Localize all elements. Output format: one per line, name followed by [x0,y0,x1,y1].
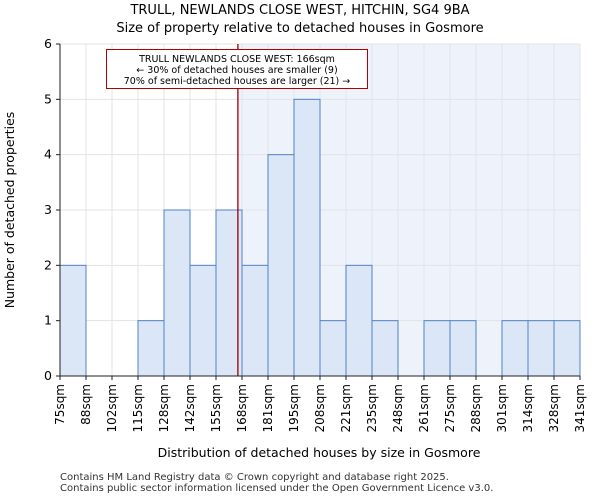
histogram-bar [371,320,399,377]
x-tick-label: 275sqm [443,384,457,432]
histogram-bar [449,320,477,377]
annotation-line-3: 70% of semi-detached houses are larger (… [123,76,351,87]
y-axis-label: Number of detached properties [2,112,17,309]
histogram-bar [137,320,165,377]
histogram-bar [527,320,555,377]
x-tick-label: 75sqm [53,384,67,425]
x-tick-label: 261sqm [417,384,431,432]
footer-attribution: Contains HM Land Registry data © Crown c… [60,472,493,494]
histogram-bar [293,98,321,377]
x-tick-label: 102sqm [105,384,119,432]
x-tick-label: 195sqm [287,384,301,432]
footer-line-1: Contains HM Land Registry data © Crown c… [60,472,449,483]
y-tick-label: 2 [44,257,52,272]
histogram-bar [501,320,529,377]
histogram-bar [267,154,295,377]
annotation-line-1: TRULL NEWLANDS CLOSE WEST: 166sqm [139,54,335,65]
x-tick-label: 155sqm [209,384,223,432]
histogram-bar [59,264,87,377]
histogram-bar [241,264,269,377]
x-tick-label: 235sqm [365,384,379,432]
histogram-bar [345,264,373,377]
x-tick-label: 88sqm [79,384,93,425]
histogram-bar [553,320,581,377]
x-tick-label: 208sqm [313,384,327,432]
x-tick-label: 288sqm [469,384,483,432]
x-axis-label: Distribution of detached houses by size … [158,445,481,460]
y-tick-label: 0 [44,368,52,383]
title-line-2: Size of property relative to detached ho… [116,21,484,36]
x-tick-label: 248sqm [391,384,405,432]
annotation-line-2: ← 30% of detached houses are smaller (9) [136,65,338,76]
x-tick-label: 301sqm [495,384,509,432]
histogram-bar [163,209,191,377]
x-tick-label: 142sqm [183,384,197,432]
y-tick-label: 5 [44,91,52,106]
x-tick-label: 341sqm [573,384,587,432]
x-tick-label: 221sqm [339,384,353,432]
title-line-1: TRULL, NEWLANDS CLOSE WEST, HITCHIN, SG4… [130,3,470,18]
y-tick-label: 1 [44,313,52,328]
x-tick-label: 328sqm [547,384,561,432]
property-annotation-box: TRULL NEWLANDS CLOSE WEST: 166sqm ← 30% … [106,49,368,89]
x-tick-label: 168sqm [235,384,249,432]
histogram-bar [189,264,217,377]
chart-title: TRULL, NEWLANDS CLOSE WEST, HITCHIN, SG4… [0,2,600,38]
y-tick-label: 4 [44,147,52,162]
histogram-bar [319,320,347,377]
x-tick-label: 128sqm [157,384,171,432]
x-tick-label: 314sqm [521,384,535,432]
y-tick-label: 3 [44,202,52,217]
x-tick-label: 181sqm [261,384,275,432]
y-tick-label: 6 [44,36,52,51]
histogram-bar [423,320,451,377]
footer-line-2: Contains public sector information licen… [60,483,494,494]
x-tick-label: 115sqm [131,384,145,432]
